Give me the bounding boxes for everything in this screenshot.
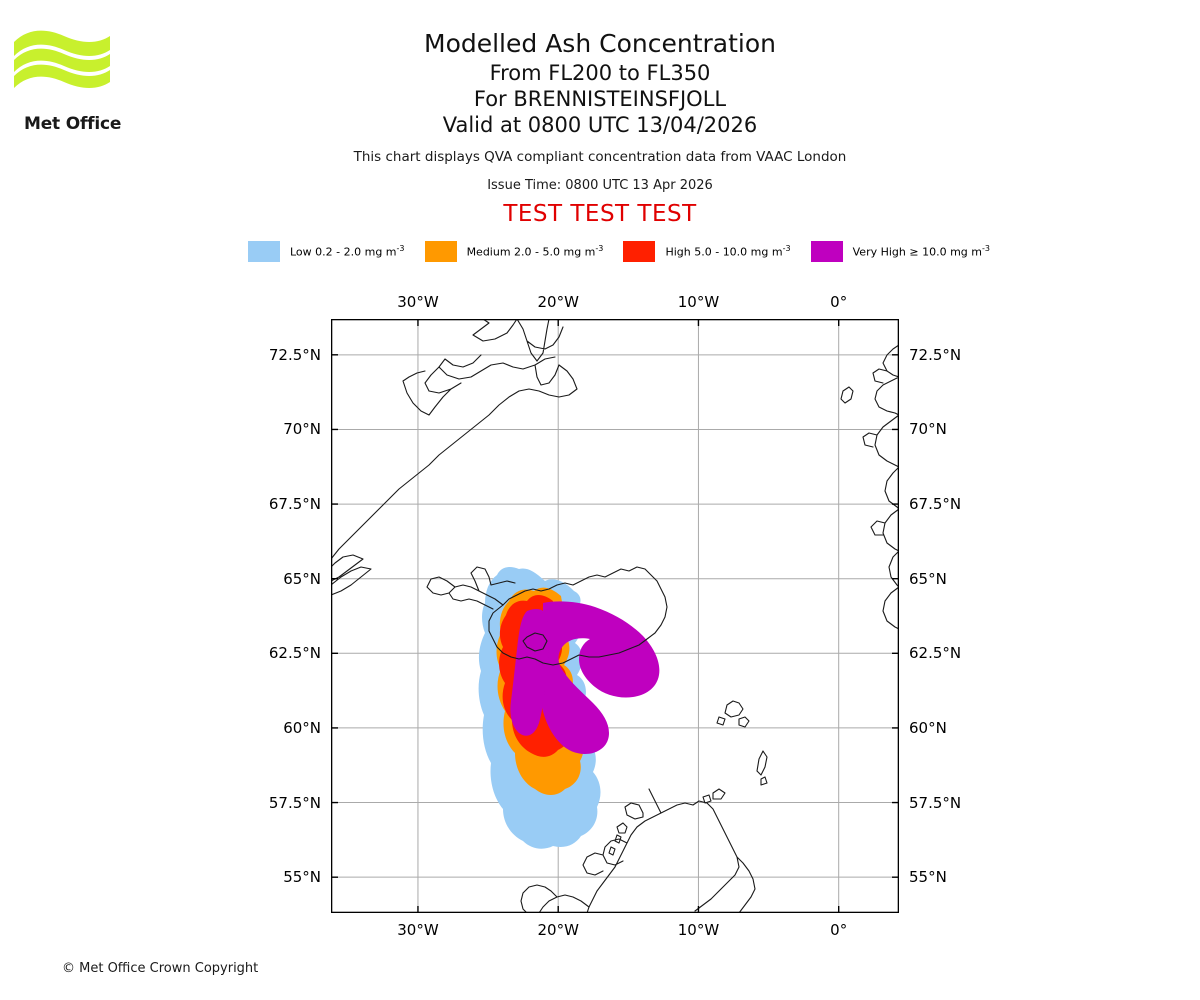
page-title: Modelled Ash Concentration [424,29,776,58]
map-gridlines [331,319,899,913]
coastline-shetland [756,750,768,786]
coastline-norway [862,344,899,630]
axis-label-latitude-left: 65°N [283,569,321,588]
met-office-logo: Met Office [12,24,122,134]
coastline-greenland [331,319,578,596]
met-office-waves-logo [14,30,110,88]
coastlines [331,319,899,913]
coastline-iceland-inland-lake [522,632,548,652]
axis-label-latitude-left: 62.5°N [268,644,321,663]
axis-label-latitude-left: 72.5°N [268,345,321,364]
legend-swatch-low [248,240,280,262]
concentration-legend: Low 0.2 - 2.0 mg m-3 Medium 2.0 - 5.0 mg… [248,239,990,263]
legend-item-medium: Medium 2.0 - 5.0 mg m-3 [424,240,604,262]
legend-label-very-high: Very High ≥ 10.0 mg m-3 [852,243,990,259]
map-canvas [331,319,899,913]
legend-label-high: High 5.0 - 10.0 mg m-3 [665,243,791,259]
volcano-name: For BRENNISTEINSFJOLL [473,87,727,111]
axis-label-longitude-bottom: 0° [830,921,848,939]
axis-label-longitude-top: 20°W [537,293,579,311]
flight-level-range: From FL200 to FL350 [489,61,711,85]
valid-at-time: Valid at 0800 UTC 13/04/2026 [442,113,758,137]
legend-swatch-very-high [810,240,843,262]
title-block: Modelled Ash Concentration From FL200 to… [0,28,1200,228]
axis-label-latitude-right: 55°N [909,868,947,887]
coastline-iceland [488,566,668,666]
axis-label-latitude-right: 72.5°N [909,345,962,364]
axis-label-latitude-left: 57.5°N [268,793,321,812]
issue-time: Issue Time: 0800 UTC 13 Apr 2026 [487,178,713,193]
met-office-logo-text: Met Office [24,114,122,134]
legend-swatch-medium [424,240,457,262]
legend-label-medium: Medium 2.0 - 5.0 mg m-3 [466,243,604,259]
coastline-scotland [582,788,756,913]
axis-label-latitude-right: 60°N [909,718,947,737]
axis-label-latitude-right: 65°N [909,569,947,588]
axis-label-latitude-left: 70°N [283,420,321,439]
coastline-outer-hebrides [608,802,644,856]
axis-label-latitude-right: 67.5°N [909,495,962,514]
legend-swatch-high [623,240,656,262]
axis-label-longitude-bottom: 10°W [677,921,720,939]
coastline-iceland-fjords-west [426,566,516,610]
qva-compliance-note: This chart displays QVA compliant concen… [353,149,847,165]
axis-label-latitude-left: 60°N [283,718,321,737]
axis-label-longitude-top: 30°W [397,293,439,311]
legend-label-low: Low 0.2 - 2.0 mg m-3 [290,243,405,259]
axis-label-latitude-right: 70°N [909,420,947,439]
axis-label-longitude-top: 10°W [677,293,720,311]
axis-label-latitude-left: 67.5°N [268,495,321,514]
map-plot-area [331,319,899,913]
axis-label-latitude-right: 57.5°N [909,793,962,812]
test-banner: TEST TEST TEST [503,201,697,227]
axis-label-latitude-right: 62.5°N [909,644,962,663]
coastline-orkney [702,788,726,804]
axis-label-longitude-bottom: 30°W [397,921,439,939]
legend-item-very-high: Very High ≥ 10.0 mg m-3 [810,240,990,262]
legend-item-low: Low 0.2 - 2.0 mg m-3 [248,240,405,262]
axis-label-latitude-left: 55°N [283,868,321,887]
map-tick-marks [331,319,899,913]
axis-label-longitude-bottom: 20°W [537,921,579,939]
copyright-notice: © Met Office Crown Copyright [62,961,259,976]
ash-concentration-contours [478,567,660,849]
axis-label-longitude-top: 0° [830,293,848,311]
coastline-jan-mayen [840,386,854,404]
map-frame [331,319,899,913]
contour-very-high-stem [510,609,549,736]
coastline-ireland [520,884,590,913]
legend-item-high: High 5.0 - 10.0 mg m-3 [623,240,791,262]
coastline-faroe-islands [716,700,750,728]
contour-very-high [538,601,660,754]
